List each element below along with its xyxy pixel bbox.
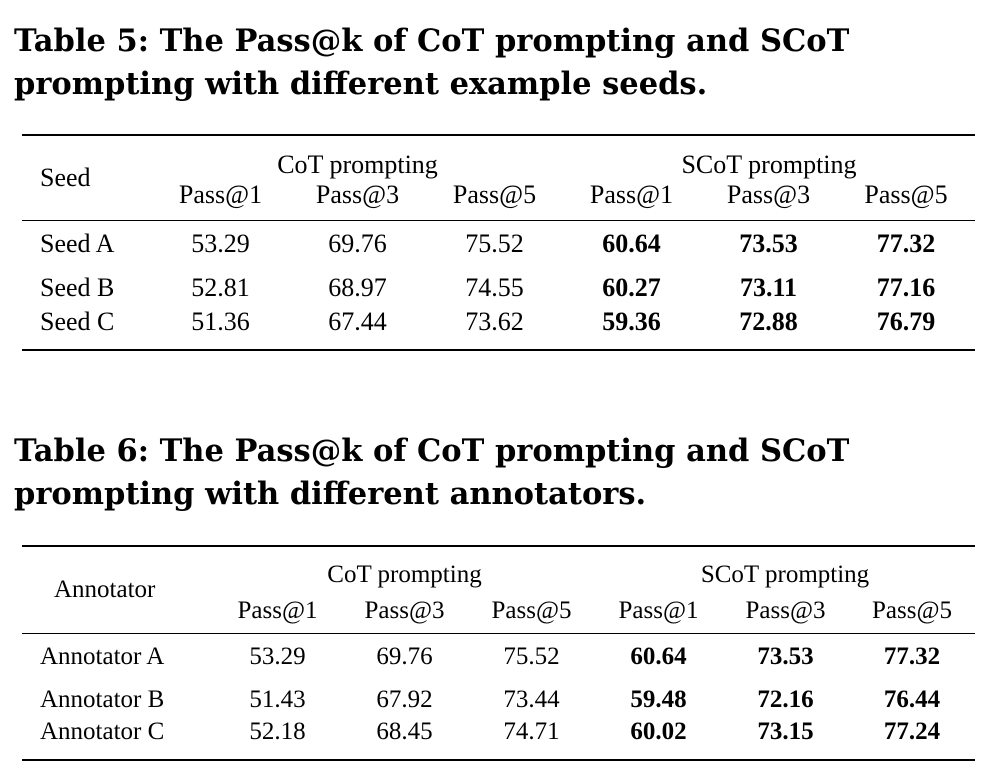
table-cell: 73.11 [739,272,798,302]
table-cell: 77.32 [849,632,975,681]
table-cell: 59.48 [630,685,687,713]
row-label: Seed B [40,272,115,302]
column-header: Pass@1 [618,596,699,624]
table-cell: 77.32 [837,219,975,268]
table-cell: 72.16 [757,685,814,713]
table-cell: 53.29 [152,219,289,268]
group-header-cot: CoT prompting [277,150,438,179]
table-6-caption: Table 6: The Pass@k of CoT prompting and… [14,433,850,512]
table-cell: 75.52 [468,632,595,681]
table-cell: 67.92 [376,685,433,713]
row-label: Annotator B [40,685,165,713]
table-cell: 73.44 [503,685,560,713]
table-6: Annotator CoT prompting SCoT prompting P… [22,545,975,762]
table-cell: 52.81 [191,272,250,302]
column-header: Pass@1 [589,180,674,209]
table-row: Annotator B 51.43 67.92 73.44 59.48 72.1… [22,681,975,718]
row-label: Seed C [40,307,115,336]
table-cell: 73.53 [722,632,849,681]
table-cell: 74.55 [465,272,524,302]
column-header: Pass@5 [452,180,537,209]
column-header: Pass@1 [178,180,263,209]
column-header: Pass@5 [872,596,952,624]
column-header: Pass@1 [237,596,318,624]
column-header: Pass@3 [745,596,826,624]
column-header: Pass@3 [364,596,445,624]
table-cell: 73.62 [465,307,524,336]
table-cell: 74.71 [503,718,560,745]
row-label: Annotator A [22,632,214,681]
table-cell: 60.27 [602,272,661,302]
bottom-rule [22,759,975,762]
table-cell: 60.02 [630,718,687,745]
table-cell: 60.64 [595,632,722,681]
table-cell: 69.76 [289,219,426,268]
table-cell: 73.15 [757,718,814,745]
table-row: Seed C 51.36 67.44 73.62 59.36 72.88 76.… [22,307,975,350]
row-label: Annotator C [40,718,165,745]
table-cell: 51.36 [191,307,250,336]
column-header: Pass@5 [491,596,572,624]
table-cell: 67.44 [328,307,387,336]
table-5-caption: Table 5: The Pass@k of CoT prompting and… [14,23,850,102]
table-cell: 76.44 [883,685,941,713]
table-cell: 59.36 [602,307,661,336]
column-header: Pass@3 [315,180,400,209]
row-header: Annotator [54,575,156,603]
table-cell: 75.52 [426,219,563,268]
group-header-cot: CoT prompting [327,561,482,588]
table-cell: 68.45 [376,718,433,745]
table-cell: 52.18 [249,718,306,745]
table-cell: 53.29 [214,632,341,681]
table-cell: 72.88 [739,307,798,336]
column-header: Pass@5 [864,180,948,209]
bottom-rule [22,349,975,352]
table-cell: 77.24 [883,718,941,745]
column-header: Pass@3 [726,180,811,209]
table-cell: 73.53 [700,219,837,268]
row-header: Seed [40,162,91,192]
table-cell: 68.97 [328,272,387,302]
table-row: Seed B 52.81 68.97 74.55 60.27 73.11 77.… [22,268,975,307]
table-row: Annotator C 52.18 68.45 74.71 60.02 73.1… [22,718,975,760]
table-cell: 60.64 [563,219,700,268]
table-5: Seed CoT prompting SCoT prompting Pass@1… [22,134,975,352]
group-header-scot: SCoT prompting [681,150,857,179]
table-cell: 51.43 [249,685,306,713]
row-label: Seed A [22,219,152,268]
table-cell: 76.79 [876,307,936,336]
table-row: Seed A 53.29 69.76 75.52 60.64 73.53 77.… [22,219,975,268]
table-cell: 77.16 [876,272,936,302]
table-cell: 69.76 [341,632,468,681]
group-header-scot: SCoT prompting [700,561,870,588]
table-row: Annotator A 53.29 69.76 75.52 60.64 73.5… [22,632,975,681]
